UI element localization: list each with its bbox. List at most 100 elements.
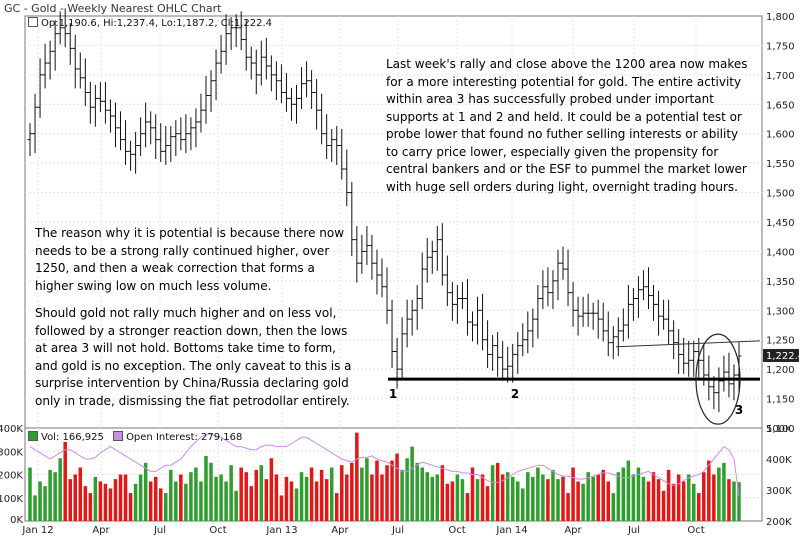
volume-bar [229,465,233,521]
volume-bar [234,490,238,521]
volume-bar [420,467,424,521]
volume-bar [350,462,354,521]
volume-bar [551,469,555,521]
volume-bar [717,467,721,521]
last-price-tag [763,348,799,362]
volume-bar [360,467,364,521]
price-tick-label: 1,200 [766,365,795,376]
time-tick-label: Jan 13 [265,525,297,536]
volume-bar [611,493,616,521]
volume-bar [289,481,294,521]
volume-bar [304,476,309,521]
open-interest-line [29,433,740,497]
volume-bar [43,486,47,521]
price-tick-label: 1,300 [766,306,795,317]
volume-bar [671,483,676,521]
volume-readout: Vol: 166,925 [41,432,104,443]
open-interest-tick-label: 200K [766,517,792,528]
volume-bar [440,465,445,521]
ohlc-swatch [28,17,38,27]
volume-bar [103,483,108,521]
volume-bar [495,462,500,521]
volume-bar [596,474,600,521]
volume-bar [591,476,595,521]
area-3-ellipse [695,333,741,425]
volume-bar [294,488,299,521]
volume-bar [691,483,696,521]
ohlc-legend: Op:1,190.6, Hi:1,237.4, Lo:1,187.2, Cl:1… [28,17,272,29]
volume-bar [33,495,37,521]
volume-bar [108,488,113,521]
volume-bar [702,472,706,521]
volume-bar [581,483,585,521]
time-tick-label: Apr [564,525,582,536]
volume-bar [123,474,128,521]
volume-bar [646,481,651,521]
volume-bar [319,469,324,521]
volume-bar [541,474,545,521]
volume-bar [480,474,485,521]
volume-bar [732,481,736,521]
volume-tick-label: 100K [0,494,23,505]
volume-bar [299,472,304,521]
volume-bar [546,479,550,521]
last-price-label: 1,222.4 [766,351,800,362]
volume-bar [334,493,339,521]
chart-title: GC - Gold - Weekly Nearest OHLC Chart [4,2,222,15]
volume-bar [707,460,711,521]
volume-bar [169,469,173,521]
volume-bar [259,465,264,521]
resistance-line [615,340,761,348]
left-note-2: Should gold not rally much higher and on… [35,306,352,408]
volume-bar [601,469,605,521]
volume-tick-label: 300K [0,447,23,458]
volume-bar [345,474,349,521]
open-interest-tick-label: 400K [766,455,792,466]
price-tick-label: 1,150 [766,395,795,406]
volume-bar [133,483,138,521]
area-label-3: 3 [735,403,743,417]
volume-bar [686,474,691,521]
volume-bar [73,474,78,521]
left-note-1: The reason why it is potential is becaus… [35,226,345,293]
volume-bar [28,467,32,521]
volume-bar [269,458,274,521]
price-tick-label: 1,500 [766,189,795,200]
left-annotation: The reason why it is potential is becaus… [35,225,355,420]
price-tick-label: 1,750 [766,41,795,52]
volume-bar [661,490,666,521]
volume-bar [390,460,394,521]
volume-bar [586,472,590,521]
price-tick-label: 1,100 [766,424,795,435]
volume-bar [214,476,218,521]
volume-bar [370,474,374,521]
volume-bar [515,481,520,521]
volume-bar [485,486,490,521]
volume-bar [153,476,158,521]
volume-bar [460,479,465,521]
volume-bar [651,472,656,521]
volume-bar [636,467,641,521]
time-tick-label: Jul [153,525,166,536]
volume-bar [616,472,621,521]
volume-bar [58,458,62,521]
volume-tick-label: 400K [0,424,23,435]
volume-bar [566,493,570,521]
volume-bar [556,479,560,521]
volume-bar [571,467,575,521]
volume-bar [626,460,631,521]
time-tick-label: Jul [391,525,404,536]
volume-bar [113,479,118,521]
volume-bar [78,467,83,521]
price-tick-label: 1,250 [766,336,795,347]
price-tick-label: 1,700 [766,71,795,82]
volume-legend: Vol: 166,925 Open Interest: 279,168 [28,431,242,443]
volume-bar [309,467,314,521]
volume-bar [98,481,103,521]
volume-bar [314,481,319,521]
volume-bar [224,481,228,521]
volume-bar [737,482,741,521]
volume-bar [410,446,414,521]
